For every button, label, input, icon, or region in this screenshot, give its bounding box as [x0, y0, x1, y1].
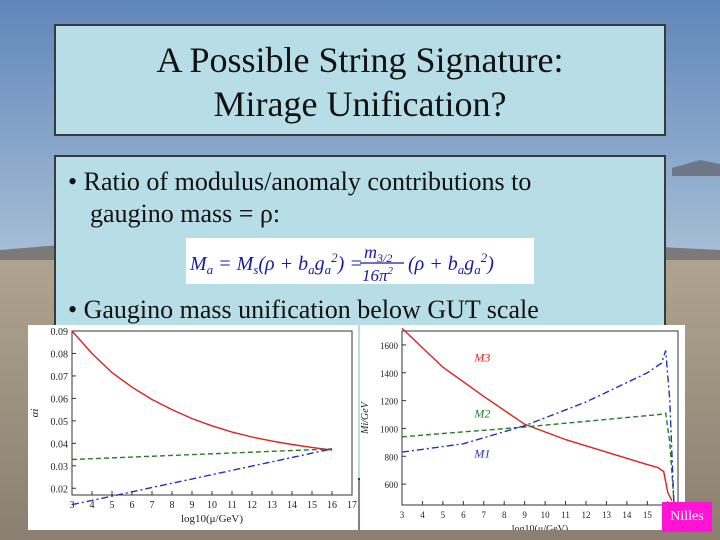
- y-tick-label: 800: [385, 452, 399, 462]
- x-tick-label: 11: [561, 510, 570, 520]
- y-axis-label: Mi/GeV: [360, 400, 371, 435]
- x-tick-label: 9: [522, 510, 527, 520]
- bullet-ratio-cont: gaugino mass = ρ:: [90, 199, 281, 228]
- x-tick-label: 15: [643, 510, 653, 520]
- x-tick-label: 14: [287, 500, 297, 511]
- x-tick-label: 6: [461, 510, 466, 520]
- series-label-m2: M2: [473, 406, 490, 420]
- x-tick-label: 13: [267, 500, 277, 511]
- x-tick-label: 8: [502, 510, 507, 520]
- x-axis-label: log10(μ/GeV): [181, 513, 243, 525]
- x-tick-label: 15: [307, 500, 317, 511]
- svg-text:(ρ + baga2): (ρ + baga2): [408, 250, 494, 277]
- x-tick-label: 3: [400, 510, 405, 520]
- x-tick-label: 7: [482, 510, 487, 520]
- y-tick-label: 1200: [380, 397, 399, 407]
- x-tick-label: 17: [347, 500, 357, 511]
- y-tick-label: 0.08: [51, 349, 69, 360]
- formula-text: Ma = Ms(ρ + baga2) =: [189, 250, 363, 277]
- x-tick-label: 10: [207, 500, 217, 511]
- y-axis-label: αi: [29, 409, 41, 418]
- x-tick-label: 5: [441, 510, 446, 520]
- y-tick-label: 1600: [380, 341, 399, 351]
- y-tick-label: 0.09: [51, 327, 69, 338]
- series-line-green: [71, 448, 333, 461]
- y-tick-label: 0.03: [51, 462, 69, 473]
- y-tick-label: 0.07: [51, 372, 69, 383]
- gaugino-mass-formula: Ma = Ms(ρ + baga2) = m3/2 16π2 (ρ + baga…: [186, 238, 534, 285]
- author-badge: Nilles: [662, 502, 712, 532]
- plot-frame: [401, 330, 679, 506]
- y-tick-label: 0.04: [51, 439, 69, 450]
- series-label-m3: M3: [473, 351, 490, 365]
- x-tick-label: 12: [247, 500, 257, 511]
- bullet-unification: • Gaugino mass unification below GUT sca…: [68, 295, 539, 324]
- series-label-m1: M1: [473, 447, 490, 461]
- series-line-red: [401, 327, 673, 502]
- svg-text:16π2: 16π2: [362, 265, 394, 284]
- title-line-1: A Possible String Signature:: [156, 40, 564, 80]
- series-line-blue: [71, 448, 333, 506]
- x-tick-label: 9: [190, 500, 195, 511]
- x-tick-label: 12: [582, 510, 591, 520]
- y-tick-label: 1400: [380, 369, 399, 379]
- x-tick-label: 16: [327, 500, 337, 511]
- series-line-blue: [401, 350, 675, 504]
- x-axis-label: log10(μ/GeV): [512, 524, 568, 530]
- x-tick-label: 10: [541, 510, 551, 520]
- plot-frame: [71, 330, 353, 496]
- y-tick-label: 1000: [380, 424, 399, 434]
- x-tick-label: 6: [130, 500, 135, 511]
- alpha-running-plot: 3 4 5 6 7 8 9 10 11 12 13 14 15 16 17 0.02 0.03 0.04 0.05 0…: [28, 325, 358, 530]
- y-tick-label: 0.02: [51, 484, 69, 495]
- x-tick-label: 4: [90, 500, 95, 511]
- slide-title: A Possible String Signature: Mirage Unif…: [54, 24, 666, 136]
- y-tick-label: 0.06: [51, 394, 69, 405]
- y-tick-label: 600: [385, 480, 399, 490]
- svg-text:m3/2: m3/2: [364, 242, 392, 265]
- x-tick-label: 8: [170, 500, 175, 511]
- series-line-red: [71, 330, 333, 451]
- x-tick-label: 11: [227, 500, 237, 511]
- gaugino-mass-running-plot: 3456789101112131415166008001000120014001…: [360, 325, 685, 530]
- y-tick-label: 0.05: [51, 417, 69, 428]
- x-tick-label: 3: [70, 500, 75, 511]
- x-tick-label: 5: [110, 500, 115, 511]
- x-tick-label: 7: [150, 500, 155, 511]
- x-tick-label: 13: [602, 510, 612, 520]
- series-line-green: [401, 412, 675, 501]
- x-tick-label: 14: [622, 510, 632, 520]
- bullet-ratio: • Ratio of modulus/anomaly contributions…: [68, 167, 532, 196]
- x-tick-label: 4: [420, 510, 425, 520]
- title-line-2: Mirage Unification?: [213, 84, 507, 124]
